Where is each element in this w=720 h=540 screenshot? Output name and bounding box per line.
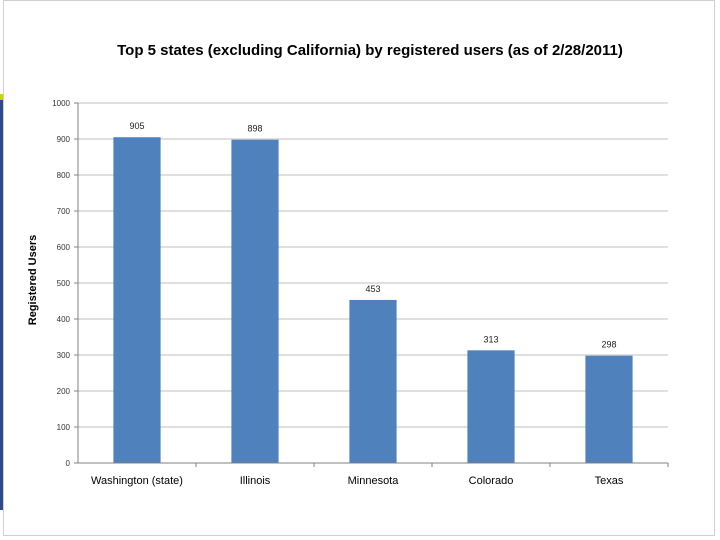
x-tick-label: Texas (595, 475, 624, 487)
x-tick-label: Washington (state) (91, 475, 183, 487)
x-tick-label: Colorado (469, 475, 514, 487)
data-label: 298 (601, 340, 616, 350)
y-tick-label: 0 (66, 459, 71, 468)
slide-left-edge-mark (0, 94, 4, 100)
y-tick-label: 1000 (52, 99, 70, 108)
y-tick-label: 100 (57, 423, 71, 432)
bar (585, 355, 633, 463)
bar (349, 299, 397, 463)
x-tick-label: Illinois (240, 475, 271, 487)
axes (74, 102, 669, 467)
data-label: 898 (247, 124, 262, 134)
y-tick-label: 400 (57, 315, 71, 324)
data-label: 313 (483, 334, 498, 344)
bar (231, 139, 279, 463)
bar (113, 137, 161, 463)
y-tick-label: 800 (57, 171, 71, 180)
y-tick-label: 600 (57, 243, 71, 252)
y-tick-label: 900 (57, 135, 71, 144)
chart-title: Top 5 states (excluding California) by r… (117, 42, 623, 59)
slide-left-edge (0, 96, 3, 510)
bars (113, 137, 633, 463)
y-tick-label: 700 (57, 207, 71, 216)
y-tick-label: 300 (57, 351, 71, 360)
data-label: 453 (365, 284, 380, 294)
y-tick-label: 500 (57, 279, 71, 288)
labels: 0 100 200 300 400 500 600 700 800 900 1000 905 Washi… (52, 99, 624, 487)
y-tick-label: 200 (57, 387, 71, 396)
x-tick-label: Minnesota (348, 475, 400, 487)
bar (467, 350, 515, 463)
data-label: 905 (129, 121, 144, 131)
